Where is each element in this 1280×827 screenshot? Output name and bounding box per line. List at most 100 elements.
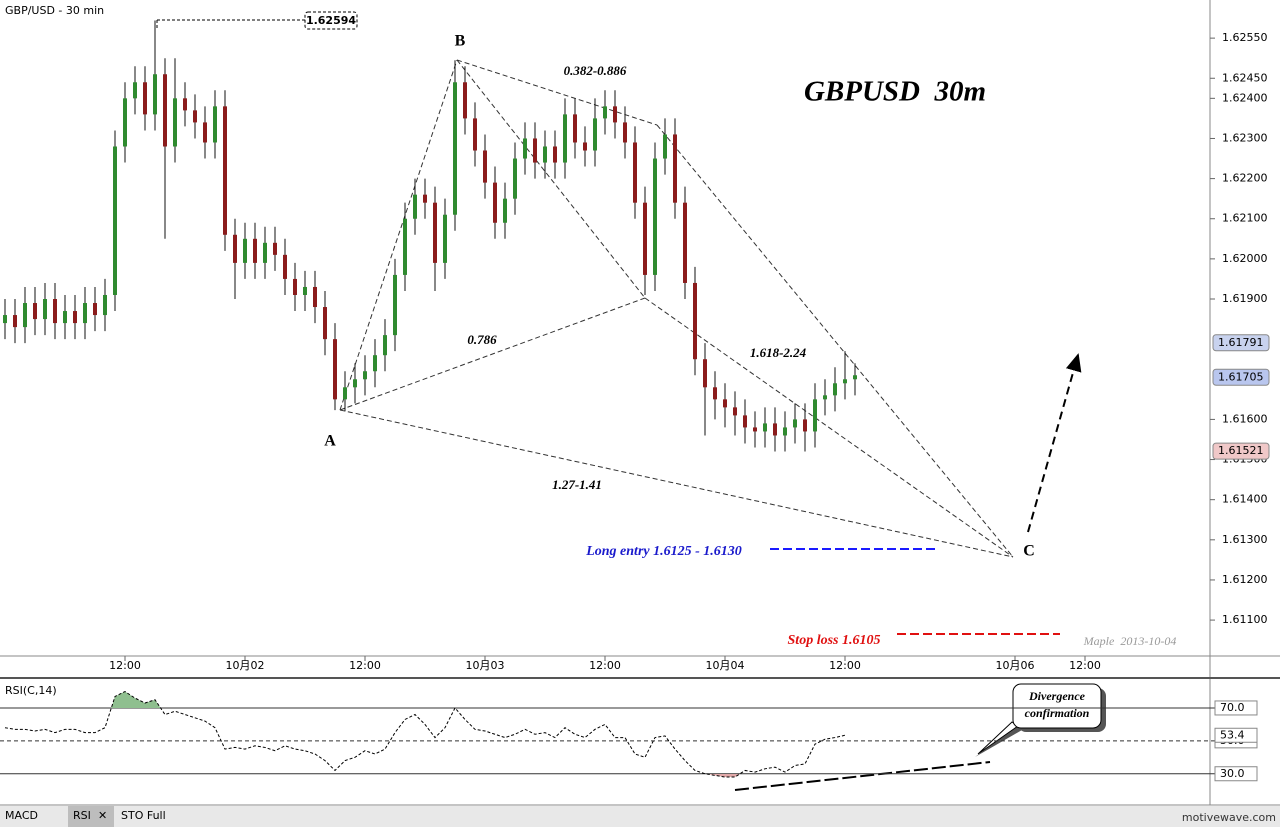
candle-body xyxy=(193,110,197,123)
candle-body xyxy=(143,82,147,115)
point-label: C xyxy=(1023,543,1035,560)
candle-body xyxy=(413,194,417,219)
candle-body xyxy=(33,303,37,320)
candle-body xyxy=(43,299,47,320)
candle-body xyxy=(283,254,287,279)
candle-body xyxy=(763,423,767,432)
candle-body xyxy=(243,238,247,263)
x-tick-label: 10月03 xyxy=(466,659,505,672)
candle-body xyxy=(513,158,517,199)
current-label: 53.4 xyxy=(1220,728,1245,741)
candle-body xyxy=(673,134,677,203)
tab-close[interactable]: ✕ xyxy=(98,809,107,822)
tab[interactable]: STO Full xyxy=(121,809,166,822)
y-tick-label: 30.0 xyxy=(1220,767,1245,780)
signature: Maple 2013-10-04 xyxy=(1083,634,1177,648)
candle-body xyxy=(53,299,57,324)
callout-text: confirmation xyxy=(1025,706,1090,720)
candle-body xyxy=(853,375,857,380)
candle-body xyxy=(383,335,387,356)
y-tick-label: 1.62400 xyxy=(1222,91,1268,104)
candle-body xyxy=(263,242,267,263)
candle-body xyxy=(743,415,747,428)
candle-body xyxy=(343,387,347,400)
candle-body xyxy=(573,114,577,143)
candle-body xyxy=(473,118,477,151)
entry-label: Long entry 1.6125 - 1.6130 xyxy=(585,544,742,559)
level-box xyxy=(1214,766,1258,782)
y-tick-label: 1.61100 xyxy=(1222,613,1268,626)
candle-body xyxy=(153,74,157,115)
candle-body xyxy=(453,82,457,215)
candle-body xyxy=(393,274,397,336)
candle-body xyxy=(653,158,657,275)
ratio-label: 0.786 xyxy=(467,332,497,347)
y-tick-label: 1.62000 xyxy=(1222,252,1268,265)
point-label: A xyxy=(324,433,336,450)
point-label: B xyxy=(455,33,466,50)
candle-body xyxy=(103,294,107,316)
price-marker-label: 1.61791 xyxy=(1218,336,1264,349)
candle-body xyxy=(333,339,337,400)
y-tick-label: 70.0 xyxy=(1220,701,1245,714)
candle-body xyxy=(223,106,227,235)
candle-body xyxy=(203,122,207,143)
y-tick-label: 1.62550 xyxy=(1222,31,1268,44)
candle-body xyxy=(563,114,567,163)
candle-body xyxy=(173,98,177,147)
price-marker xyxy=(1212,334,1270,352)
price-marker-label: 1.61705 xyxy=(1218,370,1264,383)
harmonic-pattern xyxy=(339,59,1014,558)
y-tick-label: 1.61600 xyxy=(1222,412,1268,425)
y-tick-label: 1.61300 xyxy=(1222,533,1268,546)
candle-body xyxy=(73,311,77,324)
candle-body xyxy=(703,359,707,388)
candle-body xyxy=(123,98,127,147)
candle-body xyxy=(273,242,277,255)
candle-body xyxy=(633,142,637,203)
active-tab[interactable] xyxy=(68,806,114,827)
candle-body xyxy=(83,303,87,324)
candle-body xyxy=(793,419,797,428)
candle-body xyxy=(753,427,757,432)
candle-body xyxy=(13,315,17,328)
candle-body xyxy=(323,307,327,340)
x-tick-label: 10月04 xyxy=(706,659,745,672)
candle-body xyxy=(623,122,627,143)
y-tick-label: 1.62450 xyxy=(1222,71,1268,84)
candle-body xyxy=(63,311,67,324)
candle-body xyxy=(533,138,537,163)
candle-body xyxy=(493,182,497,223)
candle-body xyxy=(363,371,367,380)
y-tick-label: 1.61400 xyxy=(1222,493,1268,506)
candle-body xyxy=(3,315,7,324)
oversold-fill xyxy=(706,774,740,778)
candle-body xyxy=(523,138,527,159)
indicator-line xyxy=(4,690,846,778)
ratio-label: 1.618-2.24 xyxy=(750,345,807,360)
high-label-box xyxy=(304,11,358,30)
x-tick-label: 10月06 xyxy=(996,659,1035,672)
chart-title: GBP/USD - 30 min xyxy=(5,4,104,17)
candle-body xyxy=(843,379,847,384)
heading: GBPUSD 30m xyxy=(804,76,986,108)
price-marker-label: 1.61521 xyxy=(1218,444,1264,457)
tab[interactable]: MACD xyxy=(5,809,38,822)
candle-body xyxy=(133,82,137,99)
tab[interactable]: RSI xyxy=(73,809,91,822)
watermark: motivewave.com xyxy=(1182,811,1276,824)
price-marker xyxy=(1212,442,1270,460)
candle-body xyxy=(803,419,807,432)
level-box xyxy=(1214,700,1258,716)
price-marker xyxy=(1212,368,1270,386)
y-tick-label: 1.62200 xyxy=(1222,172,1268,185)
candle-body xyxy=(213,106,217,143)
high-label: 1.62594 xyxy=(306,14,356,27)
candle-body xyxy=(373,355,377,372)
divergence-line xyxy=(734,761,991,791)
candle-body xyxy=(183,98,187,111)
candle-body xyxy=(583,142,587,151)
candle-body xyxy=(543,146,547,163)
x-tick-label: 12:00 xyxy=(349,659,381,672)
candle-body xyxy=(403,218,407,275)
